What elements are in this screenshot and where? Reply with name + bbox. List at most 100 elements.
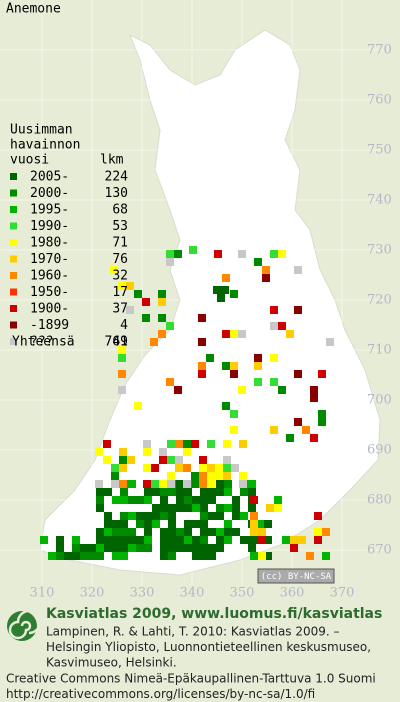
legend-count: 130	[105, 186, 128, 201]
occurrence-square	[103, 456, 111, 464]
occurrence-square	[302, 426, 310, 434]
legend-swatch	[10, 206, 17, 213]
occurrence-square	[96, 528, 104, 536]
occurrence-square	[166, 258, 174, 266]
occurrence-square	[183, 464, 191, 472]
occurrence-square	[120, 552, 128, 560]
occurrence-square	[238, 250, 246, 258]
occurrence-square	[168, 504, 176, 512]
occurrence-square	[183, 448, 191, 456]
occurrence-square	[118, 346, 126, 354]
occurrence-square	[216, 536, 224, 544]
legend-header: havainnon	[10, 138, 80, 153]
occurrence-square	[238, 330, 246, 338]
occurrence-square	[198, 370, 206, 378]
occurrence-square	[111, 472, 119, 480]
occurrence-square	[119, 480, 127, 488]
x-tick-label: 370	[330, 586, 355, 601]
footer-heading: Kasviatlas 2009, www.luomus.fi/kasviatla…	[46, 606, 382, 622]
occurrence-square	[184, 496, 192, 504]
legend-header: vuosi	[10, 153, 49, 168]
occurrence-square	[254, 258, 262, 266]
occurrence-square	[230, 426, 238, 434]
occurrence-square	[143, 464, 151, 472]
occurrence-square	[278, 386, 286, 394]
occurrence-square	[112, 520, 120, 528]
occurrence-square	[168, 536, 176, 544]
occurrence-square	[159, 456, 167, 464]
occurrence-square	[200, 528, 208, 536]
occurrence-square	[254, 362, 262, 370]
occurrence-square	[158, 314, 166, 322]
occurrence-square	[88, 552, 96, 560]
occurrence-square	[72, 552, 80, 560]
legend-header: Uusimman	[10, 123, 73, 138]
occurrence-square	[120, 544, 128, 552]
occurrence-square	[160, 496, 168, 504]
occurrence-square	[192, 504, 200, 512]
occurrence-square	[192, 544, 200, 552]
occurrence-square	[230, 362, 238, 370]
occurrence-square	[126, 306, 134, 314]
x-tick-label: 310	[30, 586, 55, 601]
occurrence-square	[48, 552, 56, 560]
occurrence-square	[112, 536, 120, 544]
legend-label: 1995-	[30, 203, 69, 218]
occurrence-square	[159, 448, 167, 456]
legend-count: 76	[112, 252, 128, 267]
legend-swatch	[10, 239, 17, 246]
legend-label: 1950-	[30, 285, 69, 300]
occurrence-square	[294, 266, 302, 274]
occurrence-square	[184, 520, 192, 528]
occurrence-square	[120, 528, 128, 536]
occurrence-square	[183, 480, 191, 488]
occurrence-square	[282, 536, 290, 544]
occurrence-square	[248, 480, 256, 488]
occurrence-square	[314, 512, 322, 520]
occurrence-square	[192, 552, 200, 560]
occurrence-square	[264, 520, 272, 528]
occurrence-square	[230, 370, 238, 378]
occurrence-square	[322, 552, 330, 560]
occurrence-square	[112, 544, 120, 552]
occurrence-square	[118, 282, 126, 290]
occurrence-square	[223, 464, 231, 472]
occurrence-square	[240, 536, 248, 544]
occurrence-square	[56, 552, 64, 560]
occurrence-square	[270, 322, 278, 330]
occurrence-square	[128, 480, 136, 488]
occurrence-square	[104, 488, 112, 496]
occurrence-square	[215, 464, 223, 472]
occurrence-square	[223, 472, 231, 480]
occurrence-square	[318, 410, 326, 418]
occurrence-square	[294, 306, 302, 314]
occurrence-square	[216, 488, 224, 496]
occurrence-square	[136, 536, 144, 544]
legend-label: 1990-	[30, 219, 69, 234]
occurrence-square	[199, 472, 207, 480]
occurrence-square	[224, 528, 232, 536]
occurrence-square	[200, 520, 208, 528]
occurrence-square	[224, 536, 232, 544]
legend-swatch	[10, 321, 17, 329]
occurrence-square	[290, 544, 298, 552]
occurrence-square	[120, 496, 128, 504]
occurrence-square	[144, 488, 152, 496]
occurrence-square	[238, 386, 246, 394]
occurrence-square	[216, 544, 224, 552]
occurrence-square	[128, 528, 136, 536]
occurrence-square	[152, 488, 160, 496]
occurrence-square	[250, 520, 258, 528]
occurrence-square	[143, 440, 151, 448]
occurrence-square	[217, 294, 225, 302]
occurrence-square	[104, 528, 112, 536]
x-tick-label: 340	[180, 586, 205, 601]
occurrence-square	[216, 512, 224, 520]
occurrence-square	[166, 322, 174, 330]
occurrence-square	[136, 496, 144, 504]
occurrence-square	[118, 370, 126, 378]
occurrence-square	[232, 504, 240, 512]
occurrence-square	[136, 512, 144, 520]
occurrence-square	[192, 480, 200, 488]
